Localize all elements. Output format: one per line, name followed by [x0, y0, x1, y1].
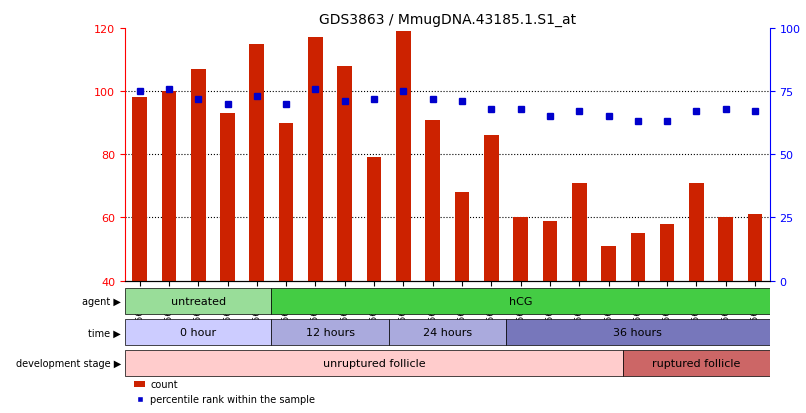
Bar	[220, 114, 235, 281]
Bar	[396, 32, 411, 281]
Legend: count, percentile rank within the sample: count, percentile rank within the sample	[130, 375, 319, 408]
Bar	[338, 66, 352, 281]
Bar	[630, 234, 645, 281]
Bar	[601, 246, 616, 281]
Bar	[125, 288, 272, 315]
Bar	[718, 218, 733, 281]
Text: time ▶: time ▶	[88, 328, 121, 337]
Bar	[161, 92, 177, 281]
Text: 0 hour: 0 hour	[180, 328, 216, 337]
Bar	[125, 350, 623, 377]
Bar	[748, 215, 762, 281]
Bar	[660, 224, 675, 281]
Title: GDS3863 / MmugDNA.43185.1.S1_at: GDS3863 / MmugDNA.43185.1.S1_at	[318, 12, 576, 26]
Bar	[191, 70, 206, 281]
Bar	[689, 183, 704, 281]
Bar	[125, 320, 272, 345]
Bar	[623, 350, 770, 377]
Bar	[513, 218, 528, 281]
Bar	[308, 38, 322, 281]
Bar	[426, 120, 440, 281]
Bar	[484, 136, 499, 281]
Text: unruptured follicle: unruptured follicle	[322, 358, 426, 368]
Text: 36 hours: 36 hours	[613, 328, 663, 337]
Bar	[572, 183, 587, 281]
Bar	[455, 192, 469, 281]
Text: ruptured follicle: ruptured follicle	[652, 358, 741, 368]
Bar	[250, 45, 264, 281]
Bar	[506, 320, 770, 345]
Bar	[542, 221, 557, 281]
Text: 12 hours: 12 hours	[305, 328, 355, 337]
Text: agent ▶: agent ▶	[82, 297, 121, 306]
Bar	[279, 123, 293, 281]
Bar	[272, 320, 388, 345]
Text: development stage ▶: development stage ▶	[15, 358, 121, 368]
Bar	[367, 158, 381, 281]
Bar	[272, 288, 770, 315]
Bar	[388, 320, 506, 345]
Text: untreated: untreated	[171, 297, 226, 306]
Text: 24 hours: 24 hours	[423, 328, 472, 337]
Text: hCG: hCG	[509, 297, 532, 306]
Bar	[132, 98, 147, 281]
